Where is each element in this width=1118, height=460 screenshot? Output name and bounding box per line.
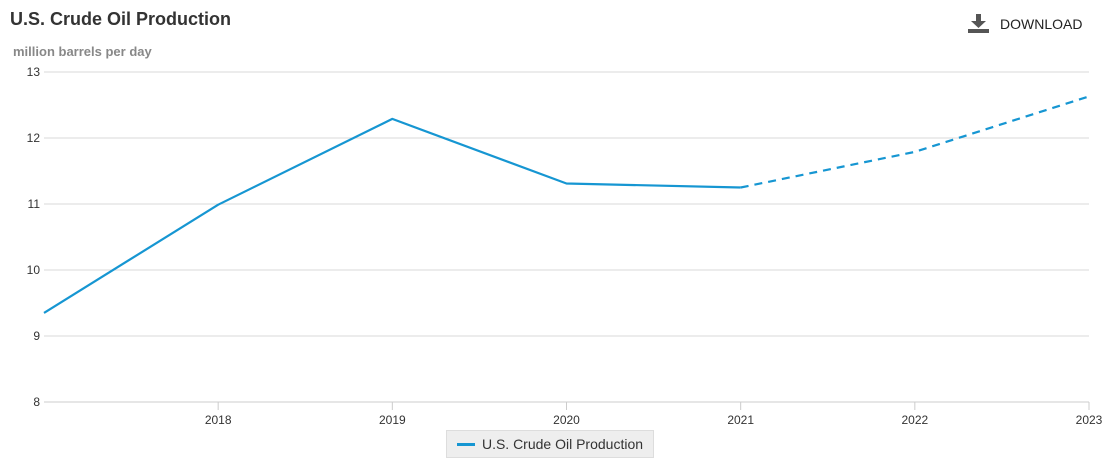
series-line-actual — [43, 117, 741, 314]
series-line-projected — [740, 95, 1090, 189]
y-tick-label: 8 — [33, 395, 40, 409]
download-label: DOWNLOAD — [1000, 15, 1083, 32]
x-tick-label: 2021 — [727, 413, 754, 427]
download-icon — [968, 14, 989, 33]
x-tick-label: 2020 — [553, 413, 580, 427]
download-button[interactable]: DOWNLOAD — [968, 14, 1082, 33]
x-tick-label: 2022 — [901, 413, 928, 427]
legend-swatch — [456, 442, 475, 446]
legend-item[interactable]: U.S. Crude Oil Production — [446, 430, 654, 458]
y-tick-label: 10 — [27, 263, 41, 277]
y-tick-label: 9 — [33, 329, 40, 343]
x-axis: 2018 2019 2020 2021 2022 2023 — [44, 401, 1103, 427]
series-lines — [43, 95, 1090, 314]
y-tick-label: 13 — [27, 65, 41, 79]
y-axis-ticks: 8 9 10 11 12 13 — [27, 65, 41, 409]
y-axis-unit-label: million barrels per day — [13, 44, 152, 59]
y-tick-label: 12 — [27, 131, 41, 145]
line-chart: 8 9 10 11 12 13 2018 2019 2020 2021 2022 2023 — [27, 65, 1103, 427]
x-tick-label: 2018 — [205, 413, 232, 427]
x-tick-label: 2019 — [379, 413, 406, 427]
x-tick-label: 2023 — [1076, 413, 1103, 427]
grid-lines — [44, 71, 1089, 403]
y-tick-label: 11 — [28, 197, 41, 211]
page-title: U.S. Crude Oil Production — [10, 9, 232, 29]
legend-label: U.S. Crude Oil Production — [481, 436, 644, 452]
